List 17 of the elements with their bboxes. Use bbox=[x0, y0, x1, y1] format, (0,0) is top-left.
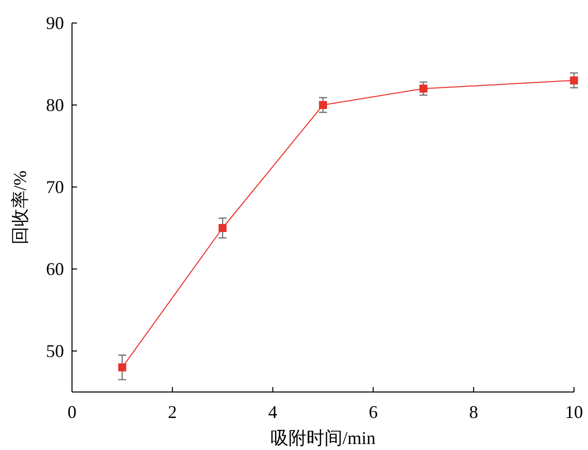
x-tick-label: 4 bbox=[268, 402, 278, 422]
point bbox=[570, 76, 578, 84]
x-axis-title: 吸附时间/min bbox=[270, 428, 376, 448]
point bbox=[319, 101, 327, 109]
x-tick-label: 10 bbox=[565, 402, 583, 422]
y-tick-label: 60 bbox=[46, 259, 64, 279]
x-tick-label: 8 bbox=[469, 402, 478, 422]
x-tick-label: 6 bbox=[368, 402, 378, 422]
y-tick-label: 50 bbox=[46, 341, 64, 361]
y-tick-label: 90 bbox=[46, 13, 64, 33]
y-tick-label: 70 bbox=[46, 177, 64, 197]
x-tick-label: 2 bbox=[168, 402, 177, 422]
y-tick-label: 80 bbox=[46, 95, 64, 115]
point bbox=[118, 363, 126, 372]
y-axis-title: 回收率/% bbox=[10, 170, 30, 244]
point bbox=[218, 224, 227, 232]
x-tick-label: 0 bbox=[68, 402, 76, 422]
